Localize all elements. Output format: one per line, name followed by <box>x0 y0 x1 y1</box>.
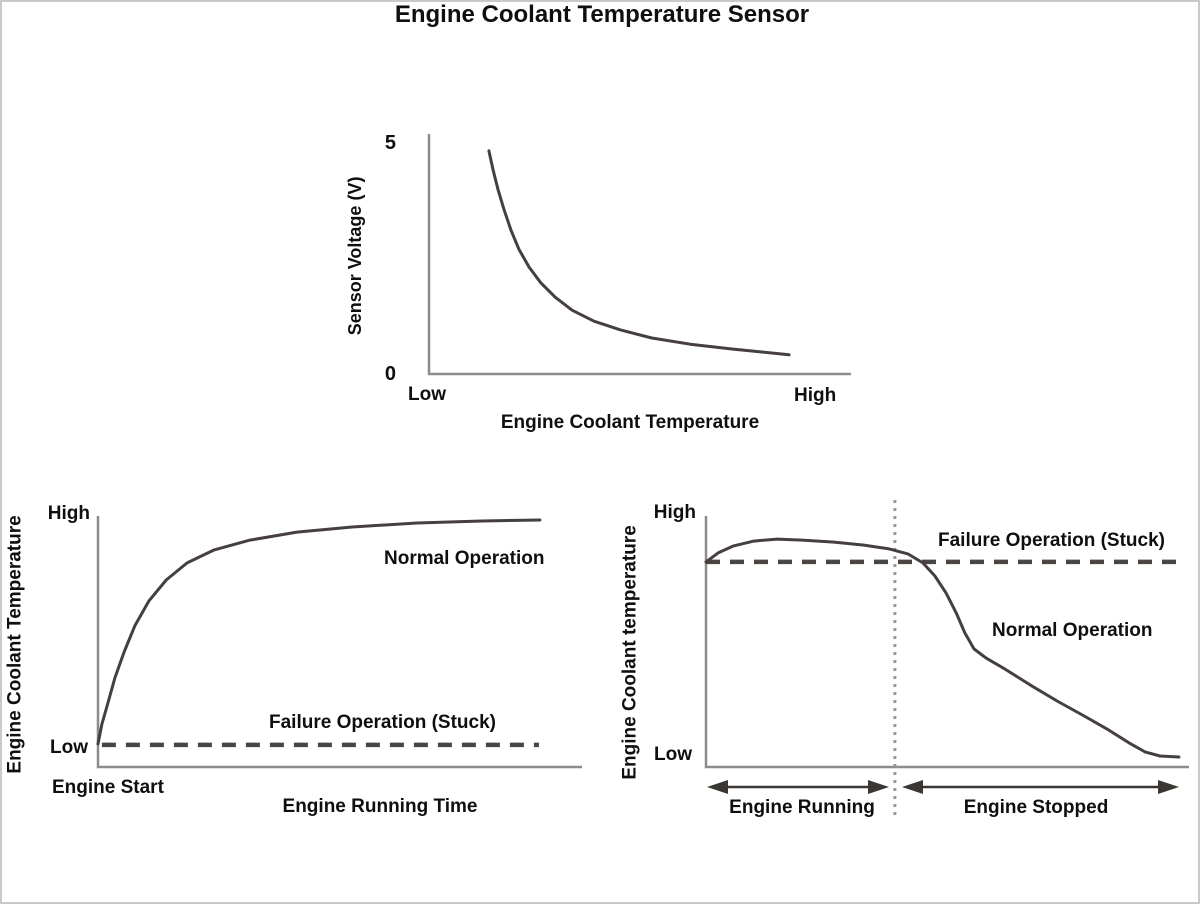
arrow-left-icon <box>902 780 923 794</box>
voltage-curve <box>487 149 791 357</box>
arrow-right-icon <box>1158 780 1179 794</box>
warmup-normal-curve <box>96 518 542 746</box>
voltage-ytick-5: 5 <box>384 132 396 154</box>
warmup-y-axis-label: Engine Coolant Temperature <box>4 515 26 774</box>
engine-running-arrow <box>707 780 889 794</box>
cooldown-ytick-low: Low <box>654 744 692 765</box>
figure-title: Engine Coolant Temperature Sensor <box>394 1 810 28</box>
phase-engine-stopped-label: Engine Stopped <box>963 797 1109 818</box>
cooldown-failure-annotation: Failure Operation (Stuck) <box>938 530 1165 551</box>
warmup-normal-annotation: Normal Operation <box>384 548 545 569</box>
voltage-chart-axes <box>427 134 851 376</box>
voltage-chart <box>427 134 851 376</box>
voltage-xtick-high: High <box>794 385 837 406</box>
warmup-origin-label: Engine Start <box>52 777 164 798</box>
arrow-right-icon <box>868 780 889 794</box>
voltage-ytick-0: 0 <box>384 363 396 385</box>
warmup-ytick-high: High <box>47 503 90 524</box>
warmup-x-axis-label: Engine Running Time <box>282 796 478 817</box>
warmup-ytick-low: Low <box>50 737 88 758</box>
cooldown-y-axis-label: Engine Coolant temperature <box>619 525 641 780</box>
voltage-y-axis-label: Sensor Voltage (V) <box>345 176 366 336</box>
warmup-chart-axes <box>96 516 582 769</box>
cooldown-chart <box>704 500 1189 817</box>
warmup-failure-annotation: Failure Operation (Stuck) <box>269 712 496 733</box>
engine-stopped-arrow <box>902 780 1179 794</box>
warmup-chart <box>96 516 582 769</box>
phase-engine-running-label: Engine Running <box>729 797 875 818</box>
cooldown-normal-annotation: Normal Operation <box>992 620 1153 641</box>
cooldown-chart-axes <box>704 516 1189 769</box>
cooldown-normal-curve <box>704 537 1181 759</box>
voltage-x-axis-label: Engine Coolant Temperature <box>500 412 760 433</box>
cooldown-ytick-high: High <box>653 502 696 523</box>
voltage-xtick-low: Low <box>408 384 446 405</box>
arrow-left-icon <box>707 780 728 794</box>
